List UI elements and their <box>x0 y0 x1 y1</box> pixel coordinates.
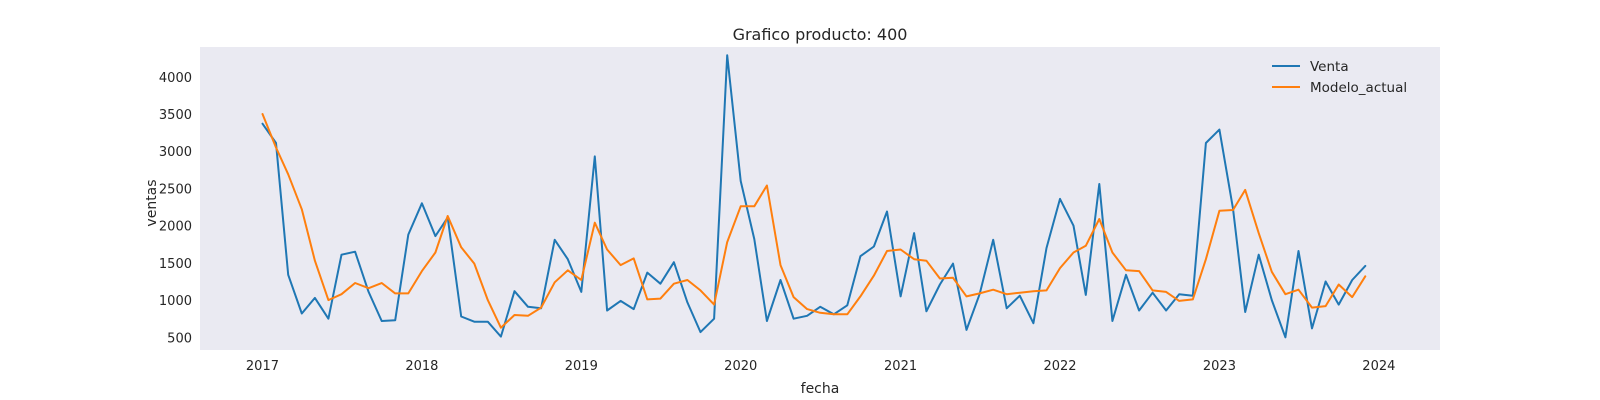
y-tick-label: 2000 <box>159 220 192 235</box>
legend: Venta Modelo_actual <box>1272 59 1407 96</box>
plot-area <box>200 47 1440 350</box>
y-tick-label: 3000 <box>159 145 192 160</box>
series-line-modelo-actual <box>261 113 1367 329</box>
x-tick-label: 2020 <box>724 359 757 374</box>
x-tick-label: 2022 <box>1043 359 1076 374</box>
x-tick-label: 2017 <box>246 359 279 374</box>
x-tick-label: 2024 <box>1362 359 1395 374</box>
x-tick-label: 2021 <box>884 359 917 374</box>
y-tick-label: 3500 <box>159 108 192 123</box>
legend-label: Venta <box>1310 59 1349 75</box>
y-axis-ticks: 500 1000 1500 2000 2500 3000 3500 4000 <box>159 71 192 347</box>
x-tick-label: 2018 <box>405 359 438 374</box>
x-axis-label: fecha <box>801 381 840 397</box>
y-tick-label: 500 <box>167 331 192 346</box>
y-axis-label: ventas <box>144 179 160 226</box>
x-tick-label: 2019 <box>565 359 598 374</box>
y-tick-label: 2500 <box>159 182 192 197</box>
chart-title: Grafico producto: 400 <box>733 25 908 44</box>
x-tick-label: 2023 <box>1203 359 1236 374</box>
legend-label: Modelo_actual <box>1310 80 1407 96</box>
y-tick-label: 4000 <box>159 71 192 86</box>
series-lines <box>261 54 1367 339</box>
x-axis-ticks: 2017 2018 2019 2020 2021 2022 2023 2024 <box>246 359 1395 374</box>
y-tick-label: 1500 <box>159 257 192 272</box>
y-tick-label: 1000 <box>159 294 192 309</box>
